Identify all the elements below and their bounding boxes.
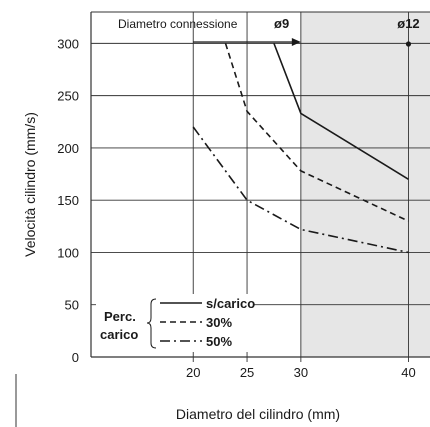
legend-entry-2: 30% [206,315,232,330]
series-line-1 [273,43,409,180]
data-series [192,43,409,254]
y-axis-title: Velocità cilindro (mm/s) [22,112,38,257]
legend-entry-3: 50% [206,334,232,349]
connection-12-label: ø12 [397,16,419,31]
series-line-2 [224,43,409,222]
connection-header: Diametro connessione ø9 ø12 [118,16,420,47]
shaded-region [300,12,430,357]
x-axis-title: Diametro del cilindro (mm) [176,406,340,422]
tick-labels: 0 50 100 150 200 250 300 20 25 30 40 [57,36,415,380]
connection-arrowhead [291,38,301,46]
y-tick-50: 50 [65,298,79,313]
y-tick-250: 250 [57,89,79,104]
y-tick-0: 0 [72,350,79,365]
x-tick-20: 20 [186,365,200,380]
y-tick-200: 200 [57,141,79,156]
connection-9-label: ø9 [274,16,289,31]
legend-group-label-line1: Perc. [104,309,136,324]
legend: Perc. carico s/carico 30% 50% [96,294,255,352]
series-line-3 [192,126,409,254]
y-tick-150: 150 [57,193,79,208]
y-tick-300: 300 [57,36,79,51]
x-tick-40: 40 [401,365,415,380]
legend-group-label-line2: carico [100,327,138,342]
x-tick-30: 30 [294,365,308,380]
x-tick-25: 25 [240,365,254,380]
connection-12-marker [405,41,412,47]
legend-brace [146,298,157,349]
y-tick-100: 100 [57,245,79,260]
legend-entry-1: s/carico [206,296,255,311]
connection-diameter-label: Diametro connessione [118,17,238,31]
